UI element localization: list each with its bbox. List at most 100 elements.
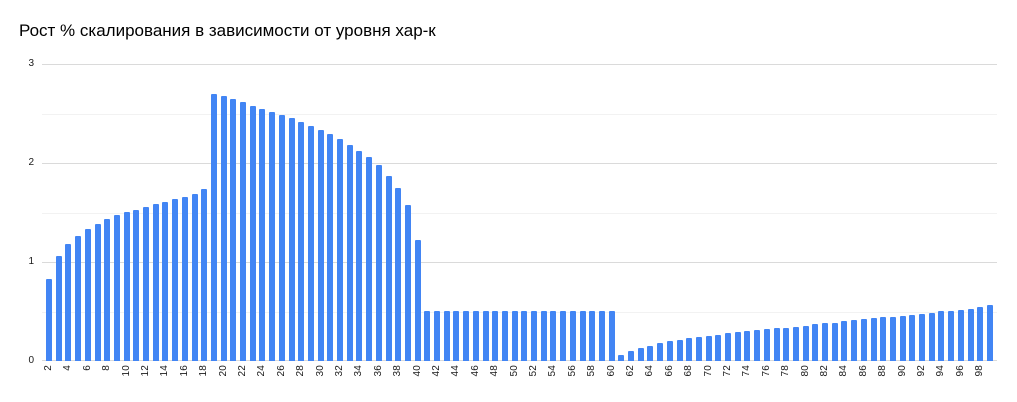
bar-level-69[interactable]: [696, 337, 702, 361]
bar-level-38[interactable]: [395, 188, 401, 361]
bar-level-97[interactable]: [968, 309, 974, 361]
bar-level-78[interactable]: [783, 328, 789, 361]
bar-level-14[interactable]: [162, 202, 168, 361]
x-tick-label: 20: [218, 365, 229, 377]
bar-level-59[interactable]: [599, 311, 605, 361]
bar-level-30[interactable]: [318, 130, 324, 361]
bar-level-54[interactable]: [550, 311, 556, 361]
bar-level-39[interactable]: [405, 205, 411, 361]
bar-level-75[interactable]: [754, 330, 760, 361]
bar-level-33[interactable]: [347, 145, 353, 361]
plot-area[interactable]: [42, 64, 997, 361]
bar-level-83[interactable]: [832, 323, 838, 361]
bar-level-63[interactable]: [638, 348, 644, 361]
bar-level-7[interactable]: [95, 224, 101, 361]
bar-level-53[interactable]: [541, 311, 547, 361]
bar-level-32[interactable]: [337, 139, 343, 361]
bar-level-12[interactable]: [143, 207, 149, 361]
bar-level-85[interactable]: [851, 320, 857, 361]
bar-level-92[interactable]: [919, 314, 925, 361]
bar-level-46[interactable]: [473, 311, 479, 361]
bar-level-2[interactable]: [46, 279, 52, 361]
bar-level-72[interactable]: [725, 333, 731, 361]
bar-level-87[interactable]: [871, 318, 877, 361]
bar-level-99[interactable]: [987, 305, 993, 361]
bar-level-13[interactable]: [153, 204, 159, 361]
bar-level-48[interactable]: [492, 311, 498, 361]
bar-level-19[interactable]: [211, 94, 217, 361]
bar-level-26[interactable]: [279, 115, 285, 361]
bar-level-18[interactable]: [201, 189, 207, 361]
bar-level-34[interactable]: [356, 151, 362, 361]
bar-level-28[interactable]: [298, 122, 304, 361]
bar-level-77[interactable]: [774, 328, 780, 361]
bar-level-71[interactable]: [715, 335, 721, 361]
bar-level-31[interactable]: [327, 134, 333, 361]
bar-level-49[interactable]: [502, 311, 508, 361]
bar-level-68[interactable]: [686, 338, 692, 361]
bar-level-27[interactable]: [289, 118, 295, 361]
bar-level-44[interactable]: [453, 311, 459, 361]
bar-level-76[interactable]: [764, 329, 770, 361]
bar-level-22[interactable]: [240, 102, 246, 361]
bar-level-43[interactable]: [444, 311, 450, 361]
bar-level-42[interactable]: [434, 311, 440, 361]
bar-level-40[interactable]: [415, 240, 421, 361]
bar-level-74[interactable]: [744, 331, 750, 361]
bar-level-9[interactable]: [114, 215, 120, 361]
bar-level-94[interactable]: [938, 311, 944, 361]
bar-level-11[interactable]: [133, 210, 139, 361]
bar-level-93[interactable]: [929, 313, 935, 361]
bar-level-17[interactable]: [192, 194, 198, 361]
bar-level-82[interactable]: [822, 323, 828, 361]
bar-level-47[interactable]: [483, 311, 489, 361]
bar-level-51[interactable]: [521, 311, 527, 361]
bar-level-55[interactable]: [560, 311, 566, 361]
bar-level-23[interactable]: [250, 106, 256, 361]
bar-level-29[interactable]: [308, 126, 314, 361]
bar-level-61[interactable]: [618, 355, 624, 361]
bar-level-4[interactable]: [65, 244, 71, 361]
bar-level-98[interactable]: [977, 307, 983, 361]
bar-level-20[interactable]: [221, 96, 227, 361]
bar-level-16[interactable]: [182, 197, 188, 361]
bar-level-65[interactable]: [657, 343, 663, 361]
bar-level-81[interactable]: [812, 324, 818, 361]
bar-level-91[interactable]: [909, 315, 915, 361]
bar-level-88[interactable]: [880, 317, 886, 361]
bar-level-15[interactable]: [172, 199, 178, 361]
bar-level-89[interactable]: [890, 317, 896, 361]
bar-level-90[interactable]: [900, 316, 906, 361]
bar-level-25[interactable]: [269, 112, 275, 361]
bar-level-36[interactable]: [376, 165, 382, 361]
bar-level-57[interactable]: [580, 311, 586, 361]
bar-level-5[interactable]: [75, 236, 81, 361]
bar-level-21[interactable]: [230, 99, 236, 361]
bar-level-8[interactable]: [104, 219, 110, 361]
bar-level-6[interactable]: [85, 229, 91, 361]
bar-level-58[interactable]: [589, 311, 595, 361]
bar-level-80[interactable]: [803, 326, 809, 361]
bar-level-41[interactable]: [424, 311, 430, 361]
bar-level-50[interactable]: [512, 311, 518, 361]
bar-level-52[interactable]: [531, 311, 537, 361]
bar-level-79[interactable]: [793, 327, 799, 361]
bar-level-37[interactable]: [386, 176, 392, 361]
bar-level-84[interactable]: [841, 321, 847, 361]
bar-level-56[interactable]: [570, 311, 576, 361]
bar-level-24[interactable]: [259, 109, 265, 361]
bar-level-95[interactable]: [948, 311, 954, 361]
bar-level-67[interactable]: [677, 340, 683, 361]
bar-level-62[interactable]: [628, 351, 634, 361]
bar-level-86[interactable]: [861, 319, 867, 361]
bar-level-64[interactable]: [647, 346, 653, 361]
bar-level-96[interactable]: [958, 310, 964, 361]
bar-level-60[interactable]: [609, 311, 615, 361]
bar-level-73[interactable]: [735, 332, 741, 361]
bar-level-70[interactable]: [706, 336, 712, 361]
bar-level-35[interactable]: [366, 157, 372, 361]
bar-level-66[interactable]: [667, 341, 673, 361]
bar-level-3[interactable]: [56, 256, 62, 361]
bar-level-10[interactable]: [124, 212, 130, 361]
bar-level-45[interactable]: [463, 311, 469, 361]
